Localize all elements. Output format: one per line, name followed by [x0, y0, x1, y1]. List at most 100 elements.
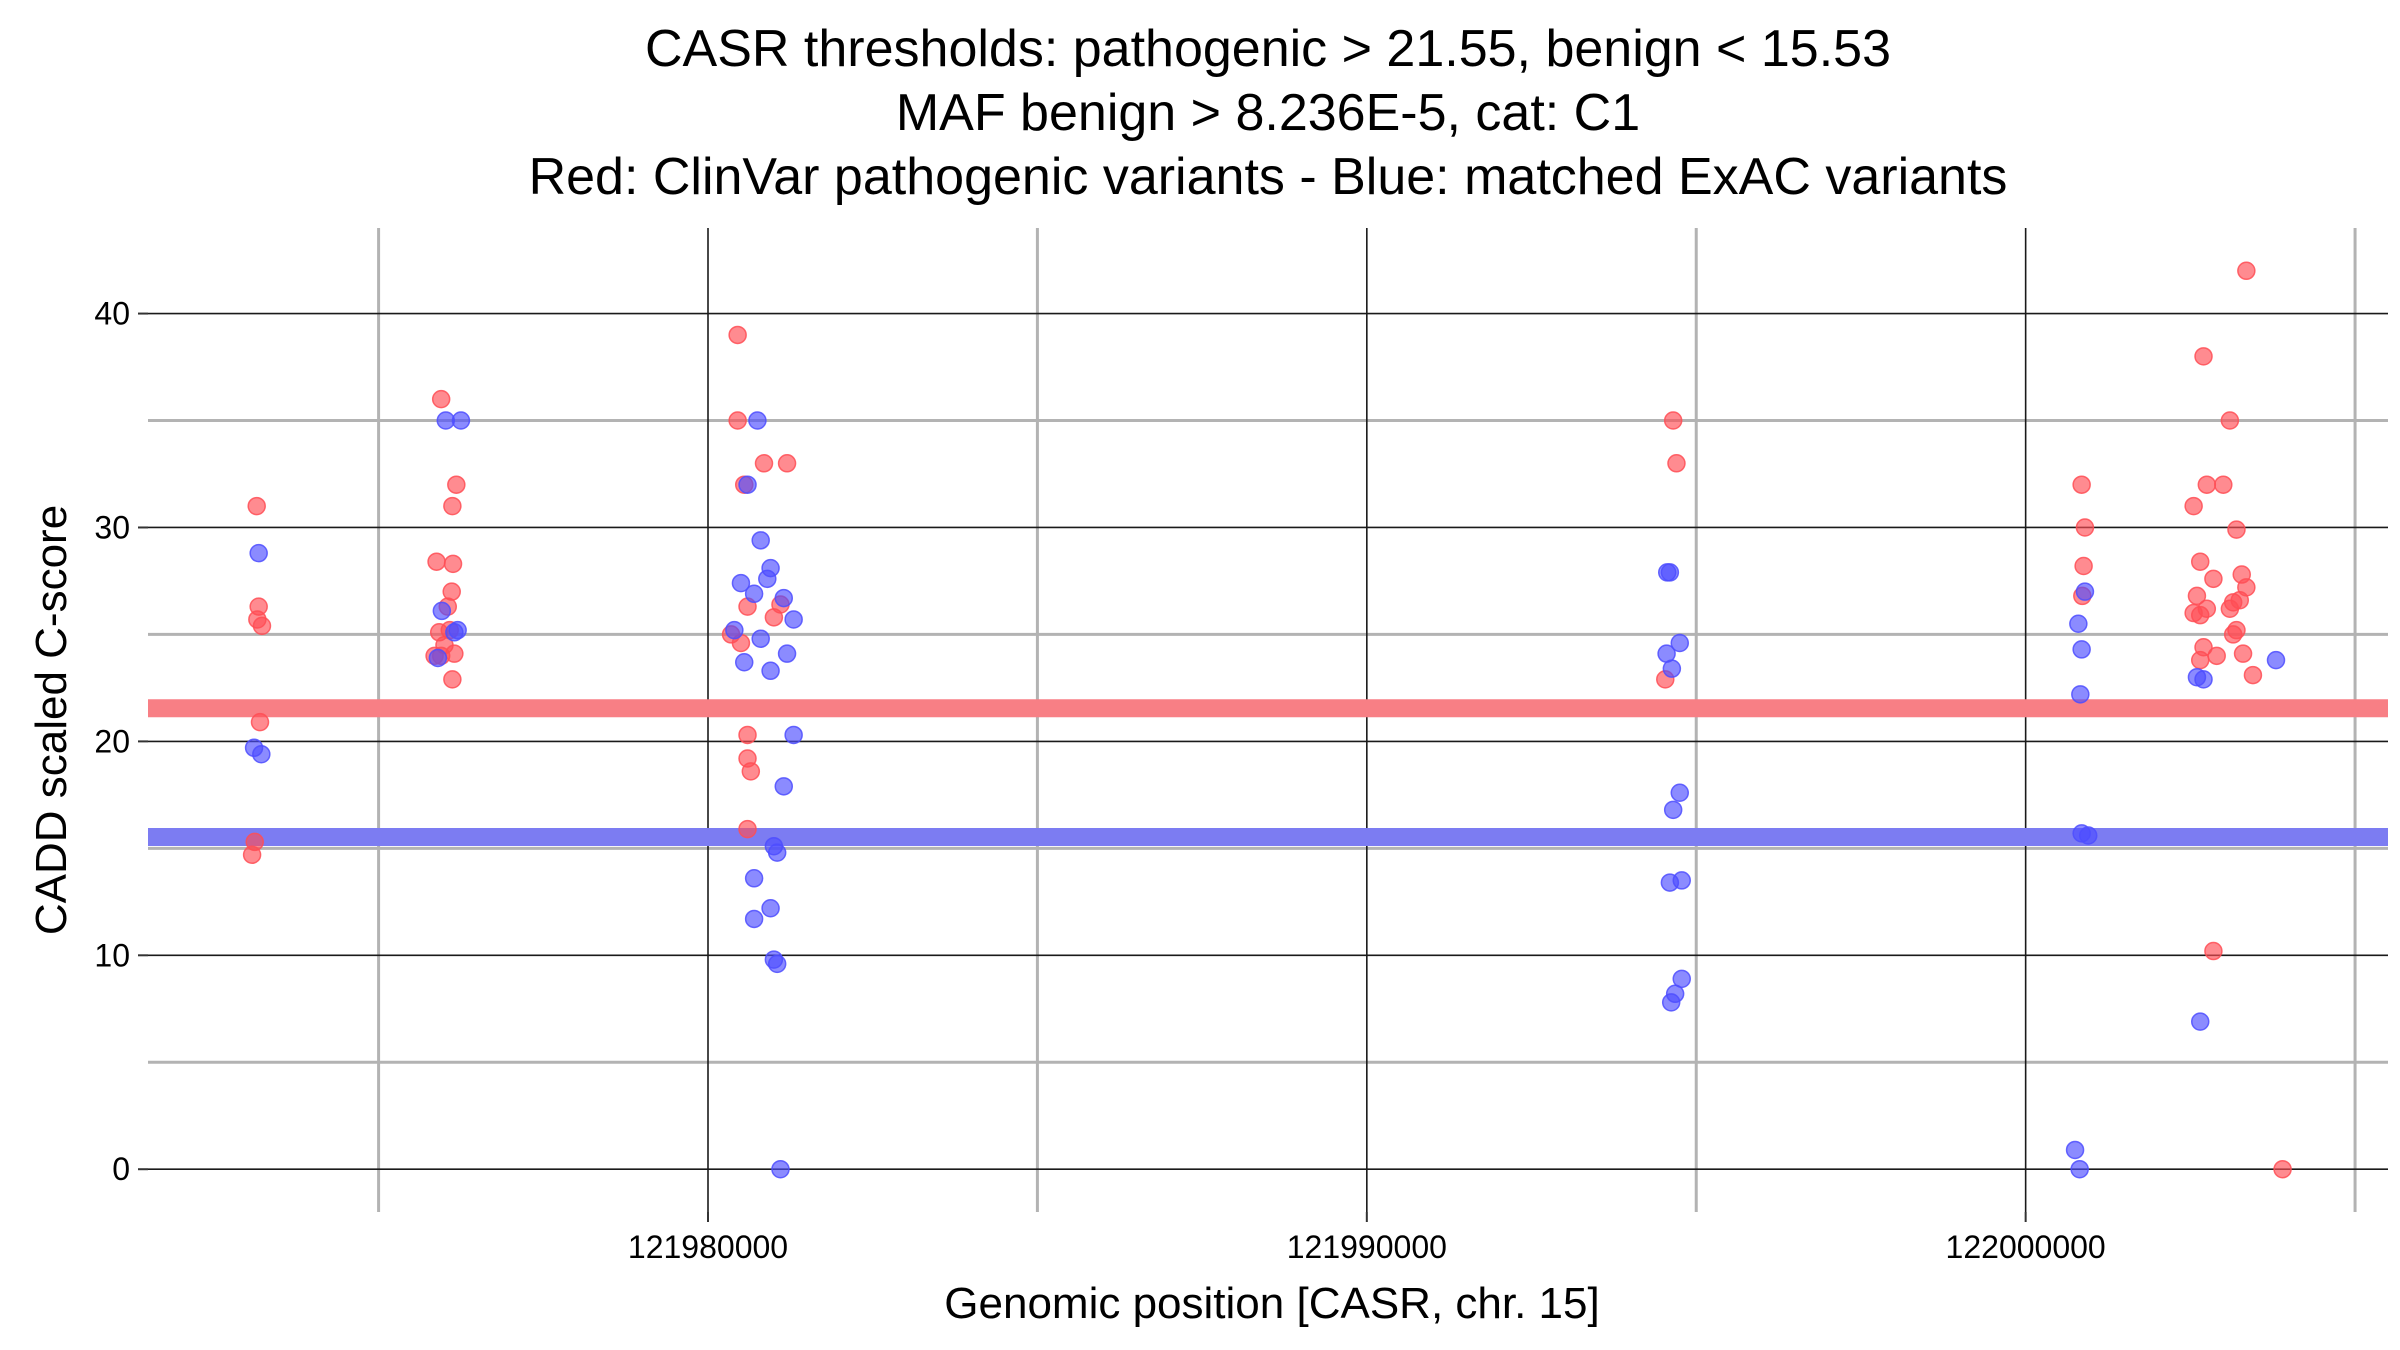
data-point-pathogenic: [754, 454, 774, 473]
data-point-benign: [448, 620, 467, 640]
data-point-pathogenic: [2237, 261, 2256, 281]
data-point-benign: [774, 588, 794, 608]
data-point-benign: [2190, 1012, 2210, 1031]
data-point-pathogenic: [443, 554, 463, 574]
data-point-benign: [1672, 871, 1691, 890]
data-point-pathogenic: [2075, 518, 2095, 537]
y-tick-label: 20: [94, 723, 130, 759]
data-point-benign: [249, 543, 268, 563]
data-point-pathogenic: [247, 496, 266, 516]
data-point-pathogenic: [431, 389, 451, 409]
x-tick-label: 121990000: [1287, 1229, 1447, 1265]
data-point-pathogenic: [2204, 569, 2223, 589]
data-point-pathogenic: [2190, 605, 2210, 625]
data-point-benign: [777, 644, 797, 663]
chart-title-line-2: MAF benign > 8.236E-5, cat: C1: [896, 84, 1640, 142]
data-point-benign: [761, 661, 780, 681]
data-point-benign: [774, 777, 794, 796]
y-tick-label: 0: [112, 1151, 130, 1187]
data-point-benign: [748, 411, 767, 430]
data-point-benign: [738, 475, 757, 494]
y-axis: 0 10 20 30 40: [94, 296, 148, 1187]
data-point-benign: [725, 620, 744, 640]
data-point-pathogenic: [2220, 411, 2240, 430]
data-point-benign: [2078, 826, 2098, 845]
chart-title-line-1: CASR thresholds: pathogenic > 21.55, ben…: [645, 20, 1891, 78]
data-point-pathogenic: [728, 325, 747, 345]
data-point-benign: [784, 610, 803, 629]
data-point-benign: [2069, 614, 2088, 633]
data-point-pathogenic: [1663, 411, 1683, 430]
data-point-pathogenic: [2227, 520, 2246, 539]
y-tick-label: 30: [94, 509, 130, 545]
y-axis-label: CADD scaled C-score: [27, 505, 76, 935]
data-point-benign: [784, 725, 803, 745]
data-point-pathogenic: [250, 712, 270, 732]
data-point-benign: [731, 573, 751, 593]
data-point-pathogenic: [2273, 1159, 2292, 1179]
data-point-pathogenic: [2074, 556, 2093, 576]
chart-title-line-3: Red: ClinVar pathogenic variants - Blue:…: [529, 148, 2008, 206]
data-point-pathogenic: [2194, 347, 2213, 366]
data-point-pathogenic: [2243, 665, 2263, 685]
x-axis: 121980000 121990000 122000000: [628, 1212, 2106, 1265]
data-point-pathogenic: [242, 845, 262, 865]
data-point-benign: [428, 648, 448, 668]
data-point-benign: [2065, 1140, 2085, 1160]
data-point-benign: [744, 869, 764, 888]
data-point-pathogenic: [2204, 941, 2223, 961]
data-point-pathogenic: [738, 819, 757, 839]
data-point-benign: [744, 909, 764, 929]
data-point-pathogenic: [2214, 475, 2233, 494]
y-tick-label: 40: [94, 296, 130, 332]
y-tick-label: 10: [94, 937, 130, 973]
data-point-benign: [2070, 1159, 2089, 1179]
data-point-pathogenic: [443, 496, 462, 516]
data-point-benign: [2075, 582, 2095, 601]
x-tick-label: 121980000: [628, 1229, 788, 1265]
data-point-benign: [1660, 563, 1680, 582]
data-point-benign: [734, 652, 754, 672]
data-point-pathogenic: [741, 762, 761, 781]
data-point-benign: [761, 558, 780, 578]
data-point-pathogenic: [447, 475, 466, 494]
data-point-benign: [767, 843, 787, 862]
chart-title: CASR thresholds: pathogenic > 21.55, ben…: [529, 20, 2008, 206]
x-axis-label: Genomic position [CASR, chr. 15]: [944, 1279, 1599, 1328]
data-point-benign: [432, 601, 452, 621]
data-point-benign: [1670, 783, 1690, 802]
major-gridlines: [148, 228, 2388, 1212]
data-point-pathogenic: [2072, 475, 2091, 494]
data-point-benign: [1661, 993, 1681, 1012]
data-point-benign: [1662, 659, 1682, 678]
data-point-pathogenic: [777, 454, 797, 473]
data-point-benign: [1663, 800, 1683, 820]
data-point-benign: [751, 629, 770, 648]
data-point-benign: [761, 898, 780, 918]
data-point-pathogenic: [2197, 475, 2217, 494]
data-point-benign: [451, 411, 471, 430]
data-point-benign: [744, 584, 764, 604]
data-point-pathogenic: [738, 725, 757, 745]
data-point-pathogenic: [728, 411, 747, 430]
data-point-pathogenic: [443, 670, 462, 689]
data-point-benign: [2194, 670, 2213, 689]
data-point-benign: [751, 531, 770, 550]
data-point-benign: [767, 954, 787, 974]
data-point-pathogenic: [2220, 599, 2240, 619]
data-point-benign: [1670, 633, 1690, 653]
threshold-lines: [148, 699, 2388, 847]
data-point-pathogenic: [2207, 646, 2226, 666]
data-point-pathogenic: [2184, 496, 2203, 516]
data-point-pathogenic: [1667, 454, 1686, 473]
x-tick-label: 122000000: [1946, 1229, 2106, 1265]
data-point-benign: [2071, 685, 2090, 704]
data-point-benign: [252, 744, 271, 764]
data-point-pathogenic: [2223, 625, 2243, 644]
data-point-pathogenic: [2190, 552, 2210, 571]
minor-gridlines: [148, 228, 2388, 1212]
data-point-pathogenic: [252, 616, 272, 636]
data-points: [242, 261, 2292, 1179]
data-point-pathogenic: [2190, 650, 2210, 670]
